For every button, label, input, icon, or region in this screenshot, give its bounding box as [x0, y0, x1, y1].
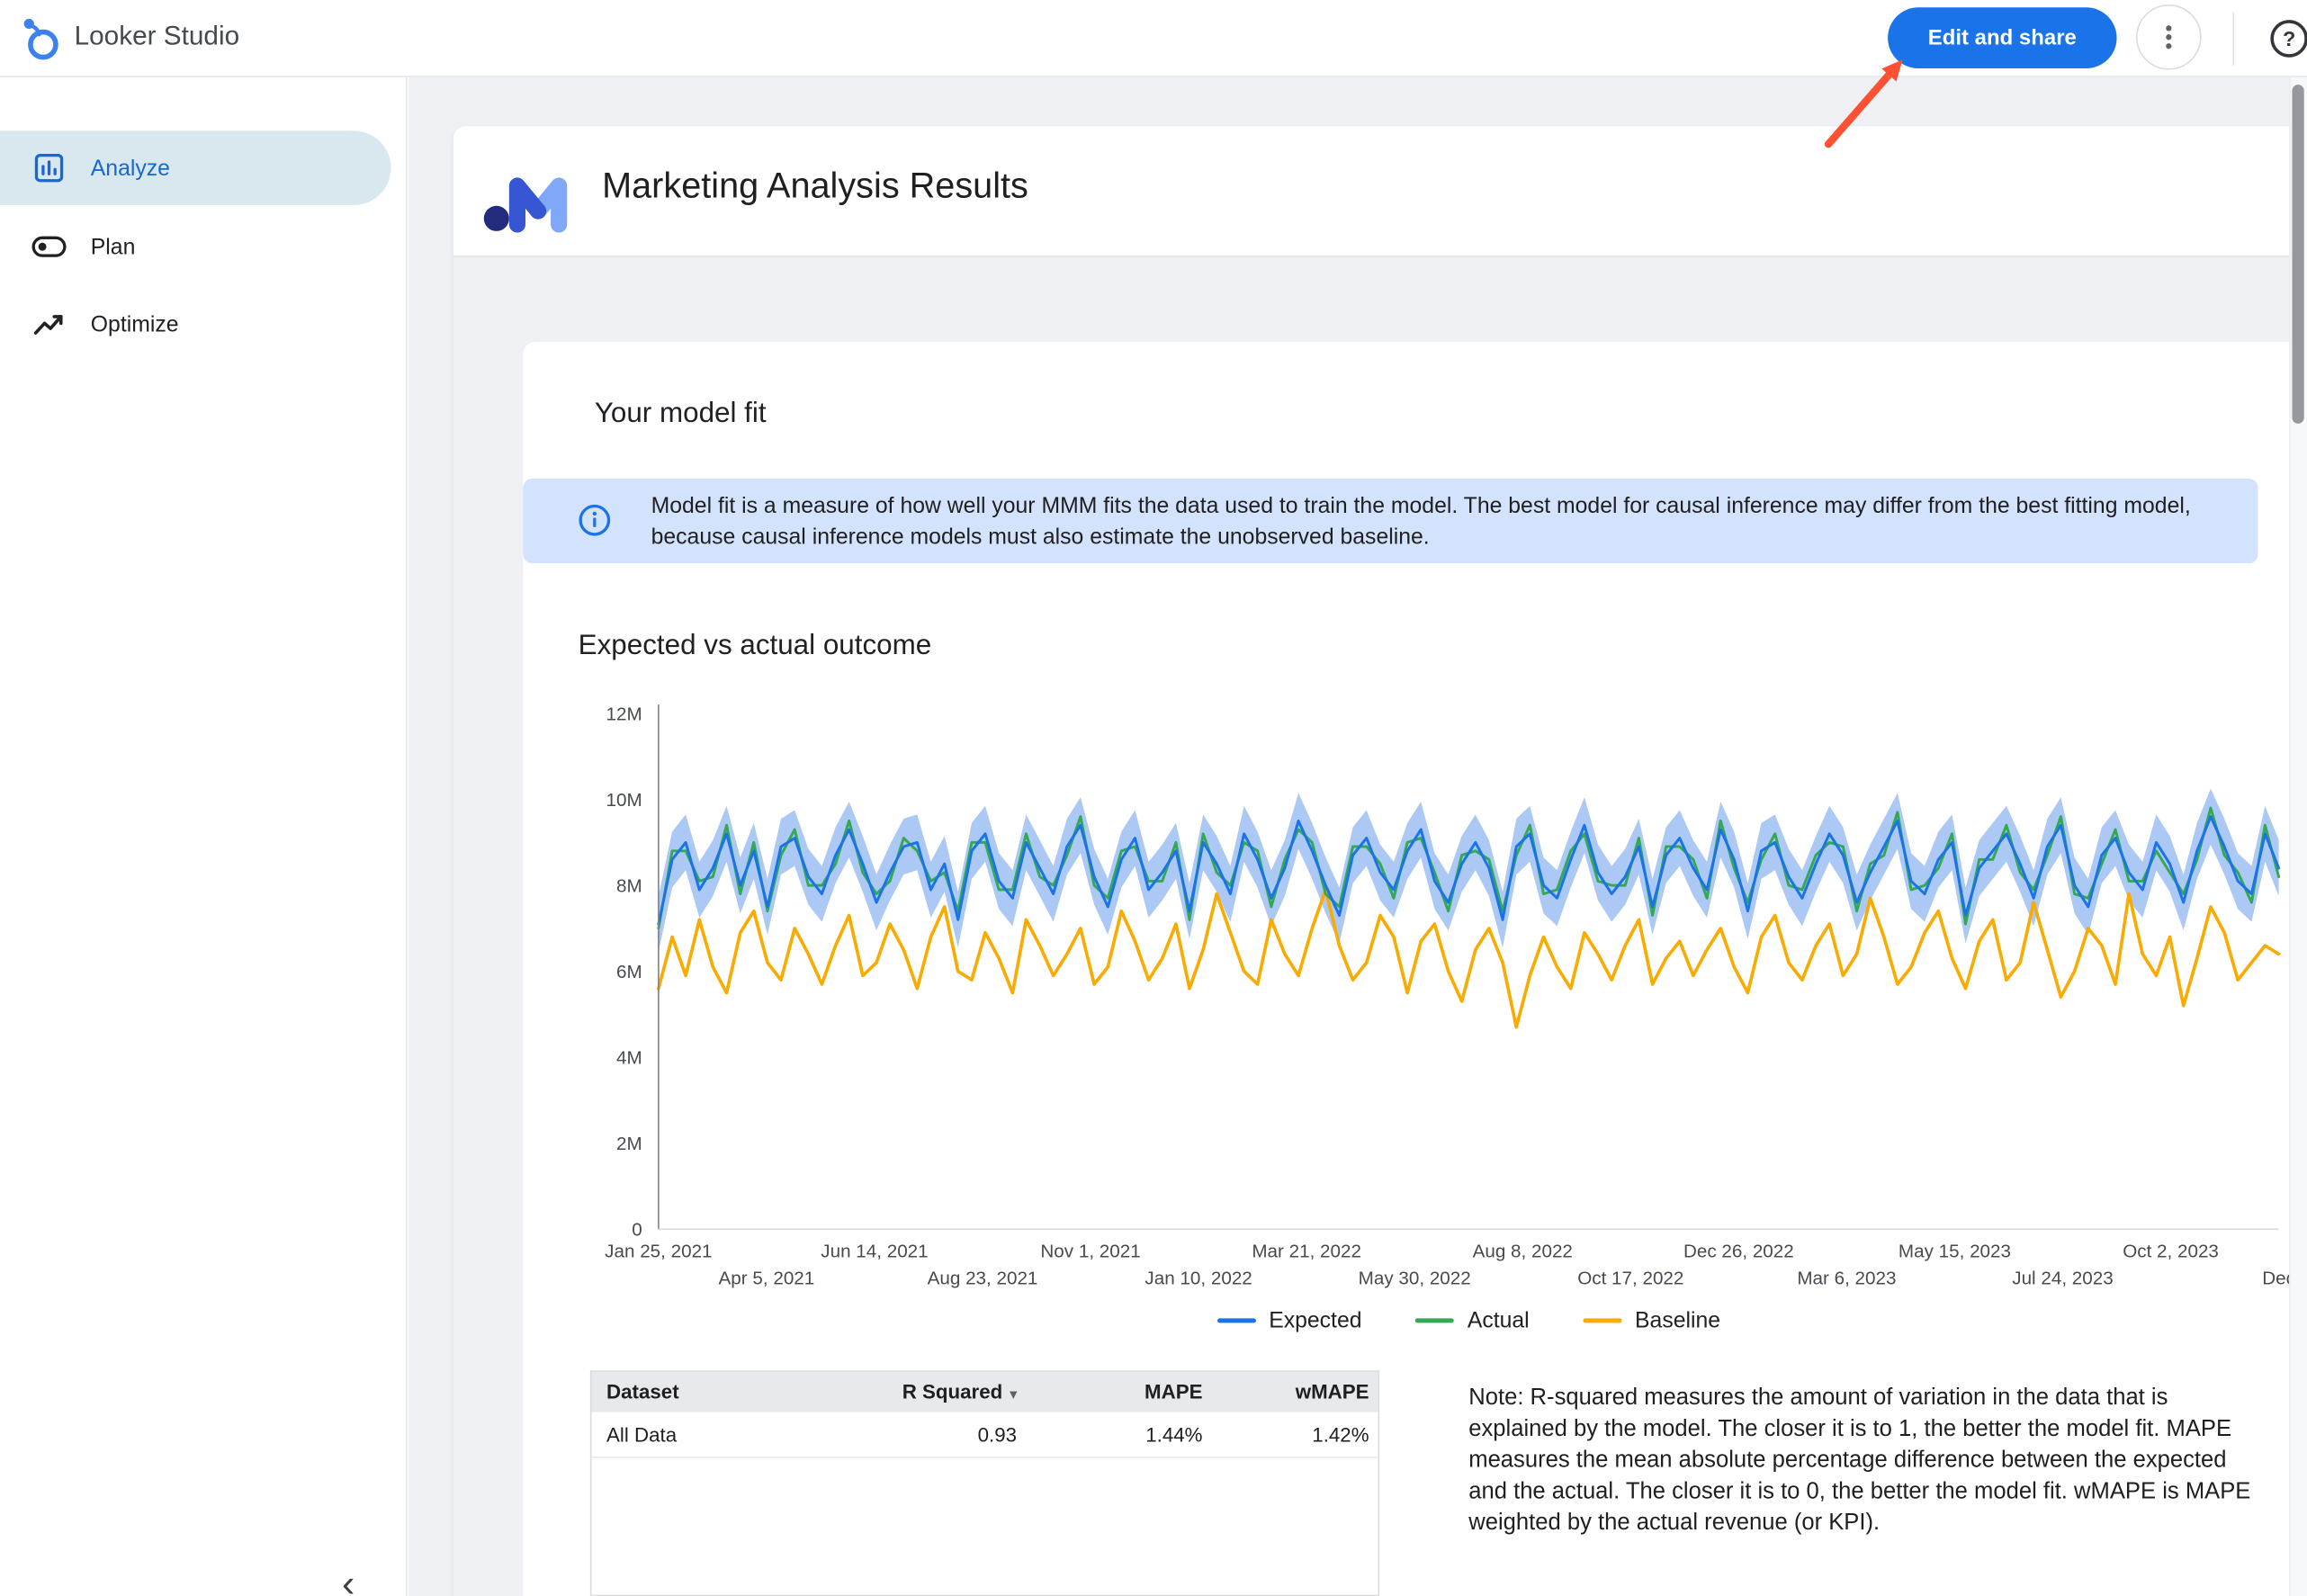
sidebar-item-label: Optimize — [90, 311, 179, 337]
table-body: All Data 0.93 1.44% 1.42% — [591, 1412, 1378, 1458]
legend-swatch — [1414, 1318, 1454, 1323]
report-header: Marketing Analysis Results — [453, 126, 2307, 257]
report-page: Marketing Analysis Results Your model fi… — [453, 126, 2307, 1596]
app-name: Looker Studio — [74, 21, 240, 51]
sidebar-item-optimize[interactable]: Optimize — [0, 285, 390, 363]
table-header-cell[interactable]: MAPE — [1145, 1380, 1203, 1403]
x-tick-label: Mar 6, 2023 — [1797, 1268, 1896, 1288]
help-button[interactable]: ? — [2268, 18, 2307, 59]
table-header-cell[interactable]: wMAPE — [1295, 1380, 1369, 1403]
y-tick-label: 12M — [606, 704, 642, 724]
more-options-button[interactable] — [2136, 4, 2202, 70]
model-fit-table: Dataset R Squared ▾ MAPE wMAPE All Data 0.93 1… — [589, 1370, 1380, 1596]
x-tick-label: Dec — [2262, 1268, 2295, 1288]
x-tick-label: May 30, 2022 — [1359, 1268, 1471, 1288]
table-cell: 0.93 — [977, 1422, 1018, 1446]
trending-up-icon — [31, 306, 67, 342]
table-header-cell[interactable]: R Squared ▾ — [902, 1380, 1018, 1403]
toggle-icon — [31, 229, 67, 265]
chart-legend: Expected Actual Baseline — [659, 1308, 2279, 1333]
scrollbar-track[interactable] — [2289, 76, 2307, 1596]
y-tick-label: 2M — [616, 1134, 642, 1154]
x-tick-label: Jun 14, 2021 — [821, 1242, 928, 1262]
y-tick-label: 0 — [632, 1220, 642, 1241]
y-tick-label: 6M — [616, 962, 642, 982]
confidence-band — [658, 788, 2279, 953]
x-tick-label: May 15, 2023 — [1899, 1242, 2011, 1262]
x-tick-label: Mar 21, 2022 — [1252, 1242, 1361, 1262]
sidebar-collapse-button[interactable]: ‹ — [341, 1560, 355, 1596]
legend-item-expected[interactable]: Expected — [1216, 1307, 1362, 1333]
x-tick-label: Jan 25, 2021 — [605, 1242, 712, 1262]
legend-item-actual[interactable]: Actual — [1414, 1307, 1530, 1333]
help-icon: ? — [2270, 20, 2307, 58]
info-icon — [577, 502, 613, 538]
sidebar-item-analyze[interactable]: Analyze — [0, 130, 391, 205]
topbar-divider — [2232, 12, 2235, 66]
x-tick-label: Apr 5, 2021 — [719, 1268, 815, 1288]
main-area: Marketing Analysis Results Your model fi… — [408, 76, 2307, 1596]
y-tick-label: 4M — [616, 1048, 642, 1069]
table-header-cell[interactable]: Dataset — [606, 1380, 679, 1403]
table-cell: 1.42% — [1312, 1422, 1369, 1446]
edit-and-share-button[interactable]: Edit and share — [1888, 7, 2117, 68]
chart-title: Expected vs actual outcome — [578, 630, 932, 662]
report-title: Marketing Analysis Results — [602, 166, 1028, 207]
baseline-line — [657, 888, 2281, 1029]
table-row: All Data 0.93 1.44% 1.42% — [591, 1412, 1378, 1458]
scrollbar-thumb[interactable] — [2292, 85, 2304, 424]
x-tick-label: Nov 1, 2021 — [1040, 1242, 1140, 1262]
y-tick-label: 8M — [616, 876, 642, 897]
sidebar-item-label: Plan — [90, 234, 136, 260]
model-fit-card: Your model fit Model fit is a measure of… — [523, 341, 2307, 1596]
y-tick-label: 10M — [606, 790, 642, 811]
legend-label: Expected — [1269, 1307, 1362, 1333]
analyze-chart-icon — [31, 150, 67, 186]
topbar: Looker Studio Edit and share ? — [0, 0, 2307, 77]
sidebar-item-label: Analyze — [90, 155, 170, 181]
sort-arrow-icon: ▾ — [1010, 1386, 1018, 1402]
expected-line — [657, 815, 2281, 926]
table-cell: 1.44% — [1145, 1422, 1203, 1446]
note-text: Note: R-squared measures the amount of v… — [1468, 1385, 2251, 1537]
meridian-logo-icon — [481, 156, 586, 236]
table-cell: All Data — [606, 1422, 678, 1446]
x-tick-label: Jan 10, 2022 — [1145, 1268, 1252, 1288]
x-tick-label: Aug 23, 2021 — [928, 1268, 1038, 1288]
looker-studio-logo-icon — [19, 15, 64, 63]
info-banner: Model fit is a measure of how well your … — [523, 478, 2258, 564]
legend-item-baseline[interactable]: Baseline — [1583, 1308, 1720, 1333]
expected-vs-actual-chart[interactable]: 0 2M 4M 6M 8M 10M 12M Jan 25, 2021 Apr 5, 2021 Ju… — [524, 691, 2307, 1300]
card-title: Your model fit — [594, 398, 767, 430]
sidebar: Analyze Plan Optimize ‹ — [0, 76, 408, 1596]
report-body: Your model fit Model fit is a measure of… — [453, 256, 2307, 1596]
legend-label: Actual — [1467, 1307, 1530, 1333]
info-banner-text: Model fit is a measure of how well your … — [651, 493, 2191, 550]
x-tick-label: Oct 17, 2022 — [1577, 1268, 1683, 1288]
legend-label: Baseline — [1635, 1307, 1721, 1333]
sidebar-item-plan[interactable]: Plan — [0, 208, 390, 285]
x-tick-label: Aug 8, 2022 — [1473, 1242, 1573, 1262]
table-header: Dataset R Squared ▾ MAPE wMAPE — [591, 1371, 1378, 1412]
legend-swatch — [1583, 1318, 1622, 1323]
legend-swatch — [1216, 1318, 1256, 1323]
x-tick-label: Jul 24, 2023 — [2012, 1268, 2113, 1288]
x-tick-label: Oct 2, 2023 — [2123, 1242, 2219, 1262]
svg-text:?: ? — [2283, 27, 2295, 50]
x-tick-label: Dec 26, 2022 — [1683, 1242, 1794, 1262]
more-vert-icon — [2166, 25, 2172, 49]
